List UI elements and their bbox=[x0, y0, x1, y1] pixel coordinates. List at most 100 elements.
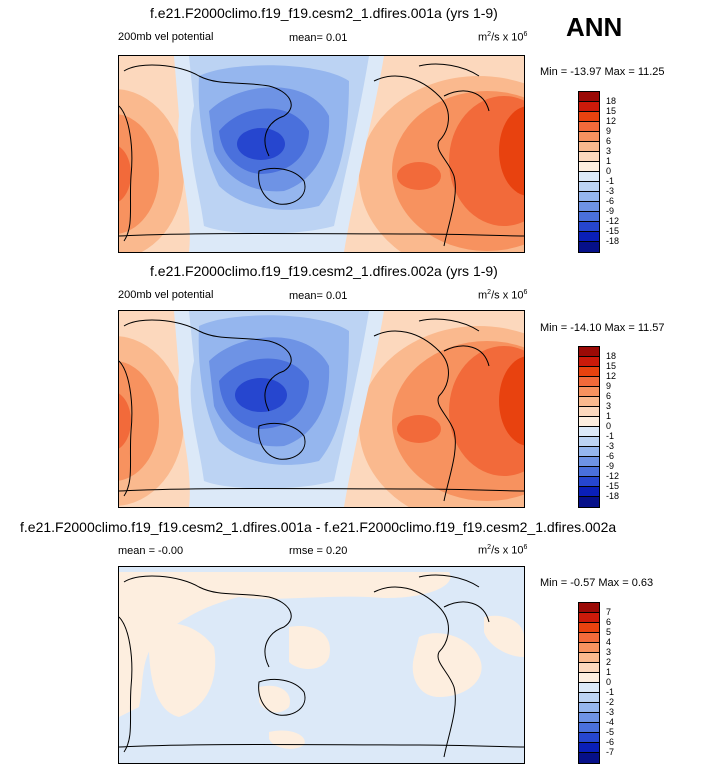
colorbar-cell bbox=[579, 92, 599, 102]
colorbar-cell bbox=[579, 713, 599, 723]
season-label: ANN bbox=[566, 12, 623, 42]
colorbar-cell bbox=[579, 497, 599, 507]
colorbar-cell bbox=[579, 377, 599, 387]
colorbar-cell bbox=[579, 202, 599, 212]
colorbar-cell bbox=[579, 603, 599, 613]
colorbar-tick-label: 1 bbox=[606, 156, 612, 166]
colorbar-tick-label: -12 bbox=[606, 471, 620, 481]
panel3-title: f.e21.F2000climo.f19_f19.cesm2_1.dfires.… bbox=[20, 519, 617, 535]
colorbar-tick-label: 1 bbox=[606, 411, 612, 421]
colorbar-cell bbox=[579, 633, 599, 643]
colorbar-cell bbox=[579, 152, 599, 162]
colorbar-tick-label: -2 bbox=[606, 697, 615, 707]
panel3-mean-label: mean = -0.00 bbox=[118, 545, 184, 557]
colorbar-cell bbox=[579, 457, 599, 467]
colorbar-cell bbox=[579, 623, 599, 633]
colorbar-tick-label: -6 bbox=[606, 737, 615, 747]
panel2-mean-label: mean= 0.01 bbox=[289, 290, 348, 302]
panel2-minmax: Min = -14.10 Max = 11.57 bbox=[540, 322, 665, 334]
colorbar-cell bbox=[579, 437, 599, 447]
colorbar-tick-label: 15 bbox=[606, 106, 617, 116]
panel1-colorbar bbox=[578, 91, 600, 253]
panel1-left-label: 200mb vel potential bbox=[118, 31, 214, 43]
panel1-title: f.e21.F2000climo.f19_f19.cesm2_1.dfires.… bbox=[150, 5, 498, 21]
panel3-contour-field bbox=[119, 567, 524, 763]
colorbar-tick-label: -6 bbox=[606, 451, 615, 461]
colorbar-cell bbox=[579, 192, 599, 202]
colorbar-cell bbox=[579, 387, 599, 397]
colorbar-cell bbox=[579, 112, 599, 122]
panel2-contour-field bbox=[119, 311, 524, 507]
colorbar-cell bbox=[579, 142, 599, 152]
colorbar-cell bbox=[579, 753, 599, 763]
colorbar-tick-label: 0 bbox=[606, 421, 612, 431]
colorbar-tick-label: -3 bbox=[606, 707, 615, 717]
colorbar-tick-label: -6 bbox=[606, 196, 615, 206]
colorbar-cell bbox=[579, 417, 599, 427]
colorbar-tick-label: 9 bbox=[606, 381, 612, 391]
colorbar-tick-label: -9 bbox=[606, 461, 615, 471]
colorbar-tick-label: -1 bbox=[606, 431, 615, 441]
panel3-units: m2/s x 106 bbox=[478, 544, 528, 557]
colorbar-cell bbox=[579, 212, 599, 222]
colorbar-tick-label: 12 bbox=[606, 116, 617, 126]
colorbar-tick-label: 7 bbox=[606, 607, 612, 617]
panel2-title: f.e21.F2000climo.f19_f19.cesm2_1.dfires.… bbox=[150, 263, 498, 279]
colorbar-cell bbox=[579, 172, 599, 182]
colorbar-tick-label: 0 bbox=[606, 166, 612, 176]
colorbar-cell bbox=[579, 477, 599, 487]
colorbar-cell bbox=[579, 663, 599, 673]
colorbar-cell bbox=[579, 723, 599, 733]
colorbar-cell bbox=[579, 683, 599, 693]
colorbar-tick-label: -12 bbox=[606, 216, 620, 226]
panel2-colorbar bbox=[578, 346, 600, 508]
colorbar-cell bbox=[579, 132, 599, 142]
colorbar-tick-label: -18 bbox=[606, 236, 620, 246]
colorbar-cell bbox=[579, 367, 599, 377]
colorbar-cell bbox=[579, 447, 599, 457]
colorbar-cell bbox=[579, 407, 599, 417]
panel2-units: m2/s x 106 bbox=[478, 289, 528, 302]
panel2-map bbox=[118, 310, 525, 508]
colorbar-tick-label: 3 bbox=[606, 146, 612, 156]
panel1-mean-label: mean= 0.01 bbox=[289, 32, 348, 44]
colorbar-cell bbox=[579, 162, 599, 172]
panel1-minmax: Min = -13.97 Max = 11.25 bbox=[540, 66, 665, 78]
colorbar-tick-label: 0 bbox=[606, 677, 612, 687]
colorbar-tick-label: -1 bbox=[606, 687, 615, 697]
colorbar-tick-label: -15 bbox=[606, 226, 620, 236]
colorbar-cell bbox=[579, 242, 599, 252]
colorbar-cell bbox=[579, 222, 599, 232]
colorbar-tick-label: 4 bbox=[606, 637, 612, 647]
colorbar-cell bbox=[579, 232, 599, 242]
colorbar-cell bbox=[579, 102, 599, 112]
panel1-units: m2/s x 106 bbox=[478, 31, 528, 44]
colorbar-tick-label: 18 bbox=[606, 96, 617, 106]
colorbar-tick-label: -9 bbox=[606, 206, 615, 216]
colorbar-tick-label: -5 bbox=[606, 727, 615, 737]
colorbar-cell bbox=[579, 693, 599, 703]
colorbar-tick-label: -15 bbox=[606, 481, 620, 491]
colorbar-cell bbox=[579, 347, 599, 357]
colorbar-tick-label: -4 bbox=[606, 717, 615, 727]
colorbar-cell bbox=[579, 743, 599, 753]
colorbar-tick-label: 9 bbox=[606, 126, 612, 136]
panel3-map bbox=[118, 566, 525, 764]
panel1-map bbox=[118, 55, 525, 253]
colorbar-tick-label: -18 bbox=[606, 491, 620, 501]
colorbar-tick-label: -7 bbox=[606, 747, 615, 757]
colorbar-cell bbox=[579, 357, 599, 367]
colorbar-tick-label: -1 bbox=[606, 176, 615, 186]
panel2-left-label: 200mb vel potential bbox=[118, 289, 214, 301]
colorbar-tick-label: 6 bbox=[606, 136, 612, 146]
colorbar-cell bbox=[579, 703, 599, 713]
colorbar-tick-label: -3 bbox=[606, 186, 615, 196]
colorbar-tick-label: 15 bbox=[606, 361, 617, 371]
colorbar-cell bbox=[579, 122, 599, 132]
panel3-colorbar bbox=[578, 602, 600, 764]
colorbar-tick-label: 3 bbox=[606, 401, 612, 411]
panel1-contour-field bbox=[119, 56, 524, 252]
colorbar-cell bbox=[579, 427, 599, 437]
colorbar-cell bbox=[579, 673, 599, 683]
colorbar-tick-label: -3 bbox=[606, 441, 615, 451]
